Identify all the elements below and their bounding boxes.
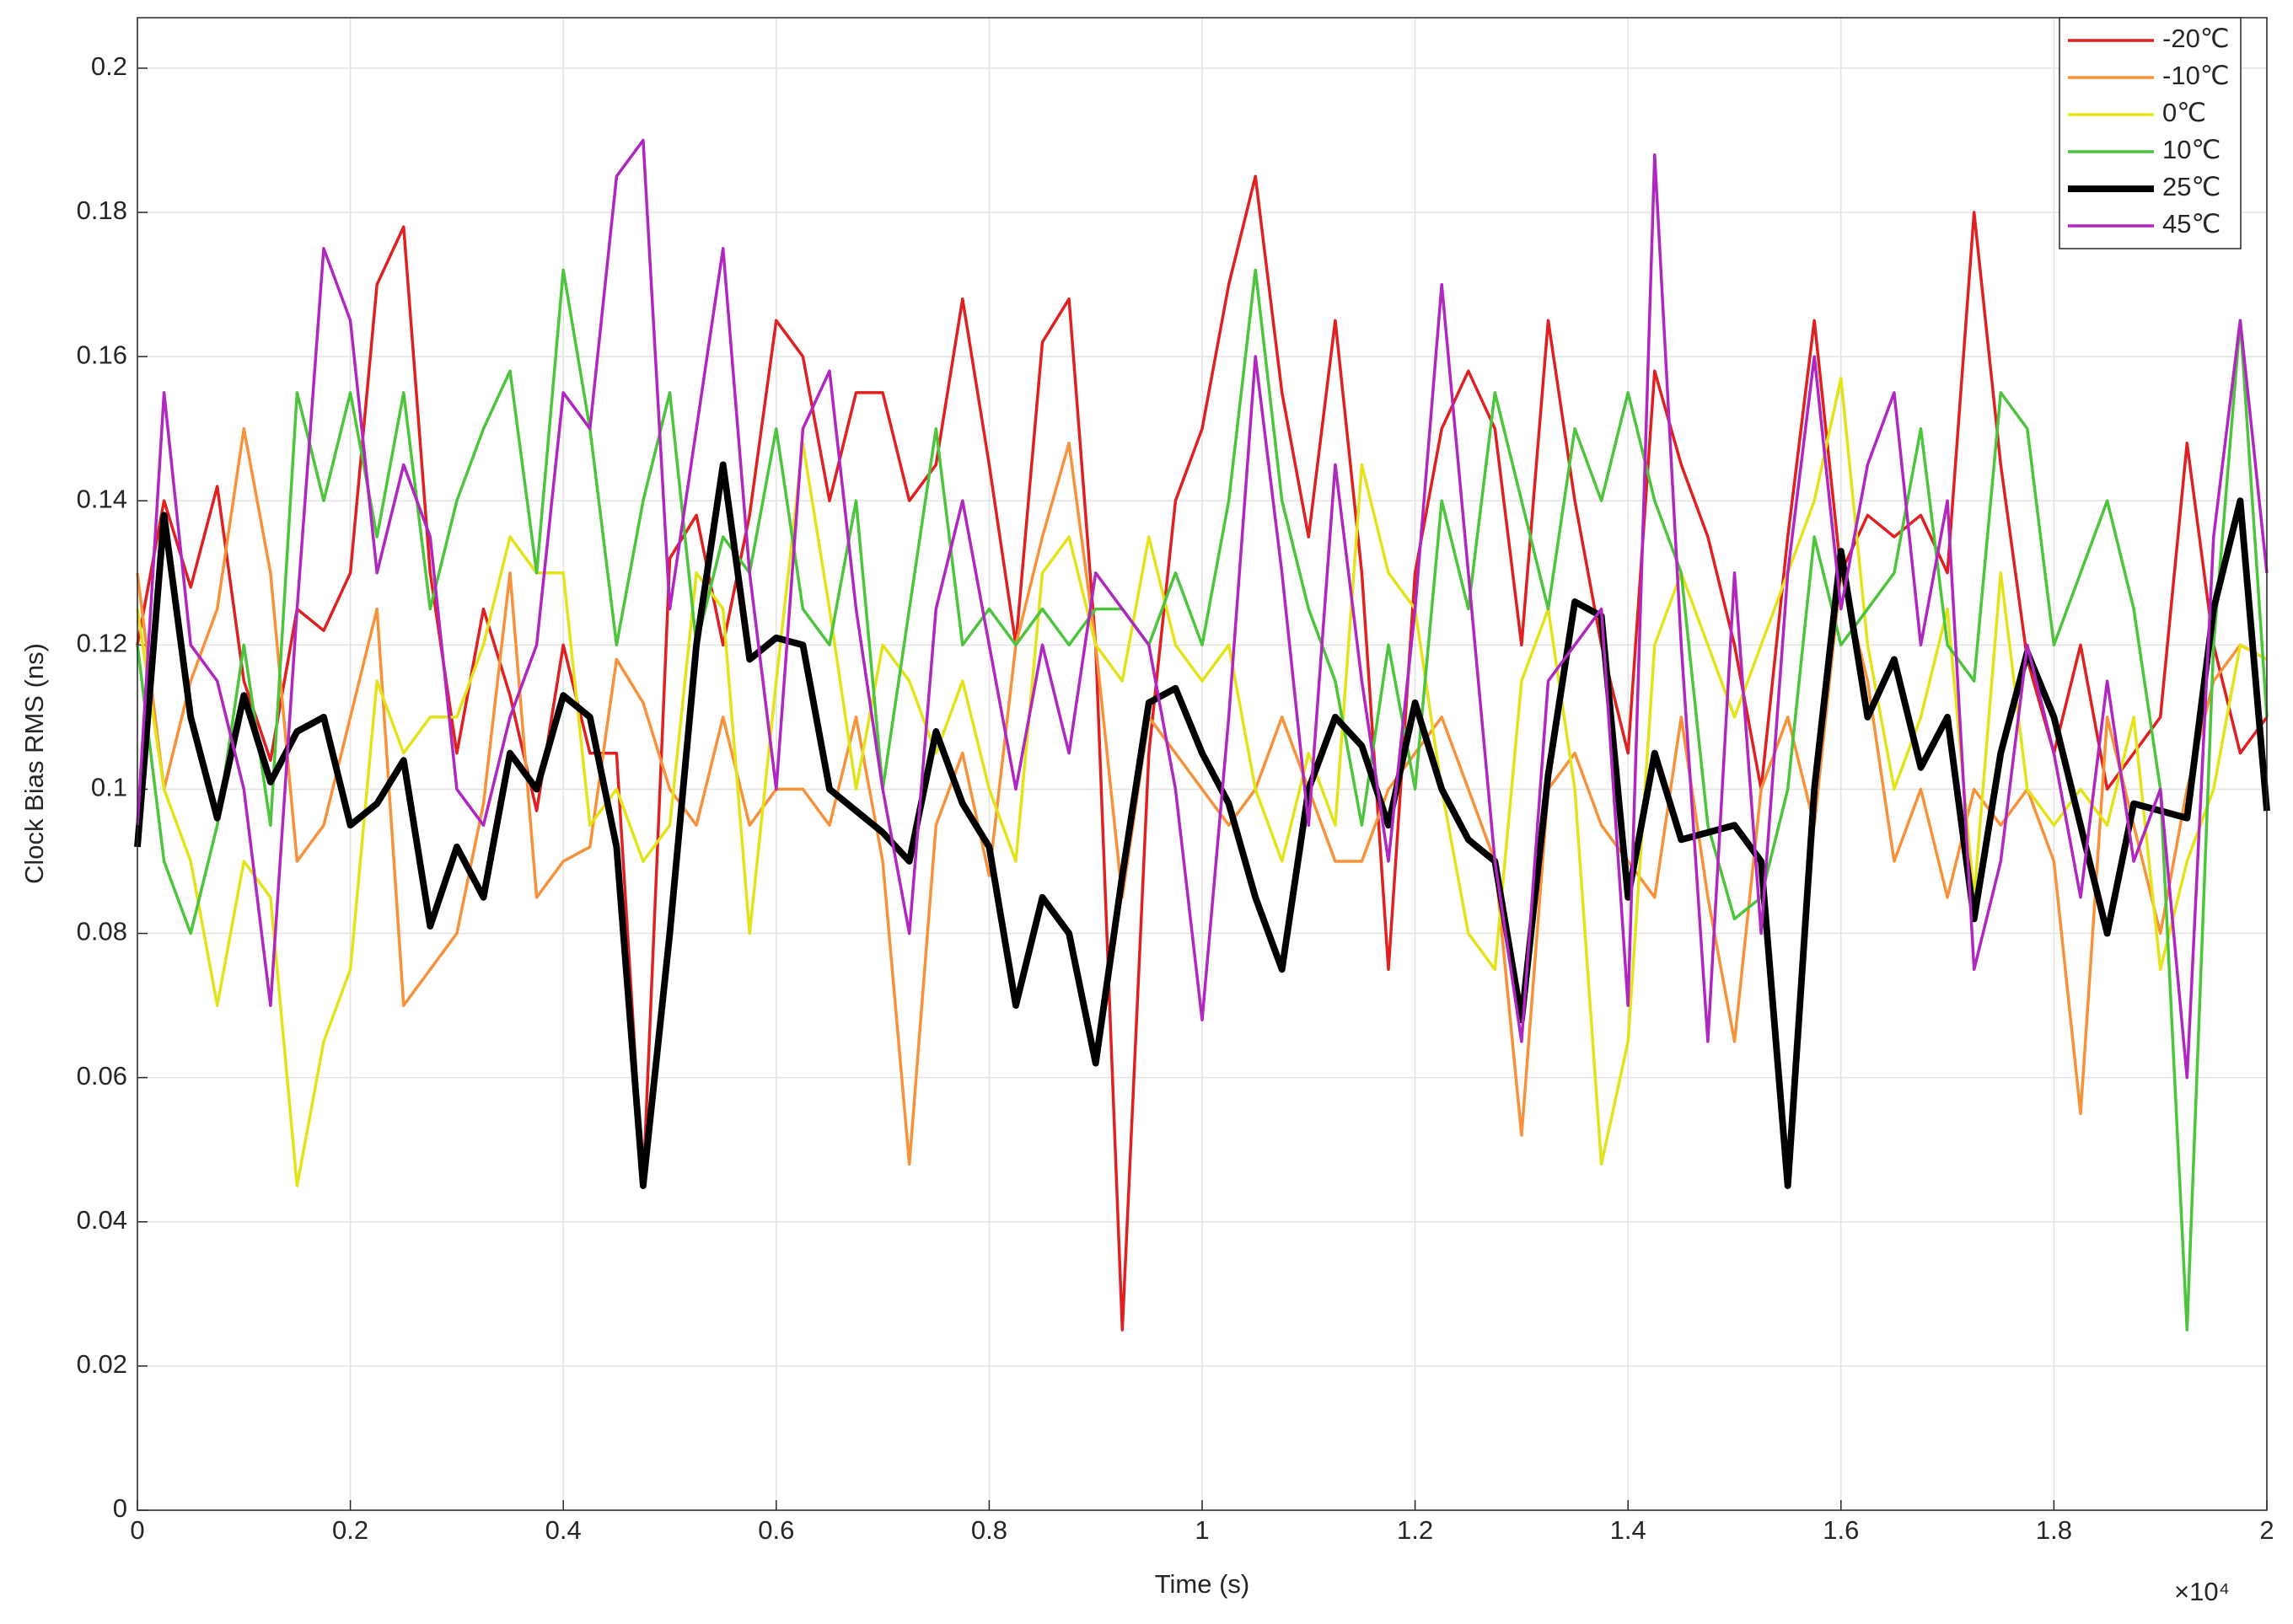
series-line xyxy=(134,461,2270,1189)
y-tick-label: 0.18 xyxy=(77,196,127,225)
plot-frame xyxy=(137,17,2268,1511)
series-line xyxy=(136,268,2269,1332)
legend-label: -20℃ xyxy=(2162,24,2230,53)
x-tick-label: 0.4 xyxy=(545,1515,582,1545)
legend-label: 45℃ xyxy=(2162,209,2221,239)
x-tick-label: 0 xyxy=(130,1515,144,1545)
series-line xyxy=(136,426,2268,1166)
x-tick-label: 0.6 xyxy=(758,1515,794,1545)
legend-label: 25℃ xyxy=(2162,172,2221,201)
x-tick-label: 1.4 xyxy=(1610,1515,1646,1545)
series-line xyxy=(136,138,2269,1080)
x-tick-label: 1.6 xyxy=(1823,1515,1859,1545)
y-axis-label: Clock Bias RMS (ns) xyxy=(19,643,49,884)
x-tick-label: 0.8 xyxy=(971,1515,1007,1545)
y-tick-label: 0.12 xyxy=(77,629,127,658)
y-tick-label: 0.08 xyxy=(77,917,127,946)
legend-box xyxy=(2059,17,2242,249)
legend-label: 0℃ xyxy=(2162,98,2206,127)
y-tick-label: 0.16 xyxy=(77,340,127,369)
x-tick-label: 1.8 xyxy=(2036,1515,2072,1545)
y-tick-label: 0.02 xyxy=(77,1349,127,1379)
x-tick-label: 2 xyxy=(2259,1515,2274,1545)
y-tick-label: 0 xyxy=(113,1493,127,1523)
x-tick-label: 0.2 xyxy=(332,1515,368,1545)
x-axis-label: Time (s) xyxy=(1155,1569,1250,1599)
y-tick-label: 0.1 xyxy=(91,773,127,802)
y-tick-label: 0.04 xyxy=(77,1205,127,1235)
x-tick-label: 1 xyxy=(1195,1515,1209,1545)
series-line xyxy=(136,174,2269,1332)
x-tick-label: 1.2 xyxy=(1397,1515,1433,1545)
legend-label: -10℃ xyxy=(2162,61,2230,90)
y-tick-label: 0.2 xyxy=(91,51,127,81)
x-multiplier: ×10⁴ xyxy=(2174,1577,2230,1606)
legend: -20℃ -10℃ 0℃ 10℃ 25℃ 45℃ xyxy=(2059,17,2242,249)
y-tick-label: 0.14 xyxy=(77,484,127,513)
y-tick-label: 0.06 xyxy=(77,1061,127,1091)
legend-label: 10℃ xyxy=(2162,135,2221,164)
